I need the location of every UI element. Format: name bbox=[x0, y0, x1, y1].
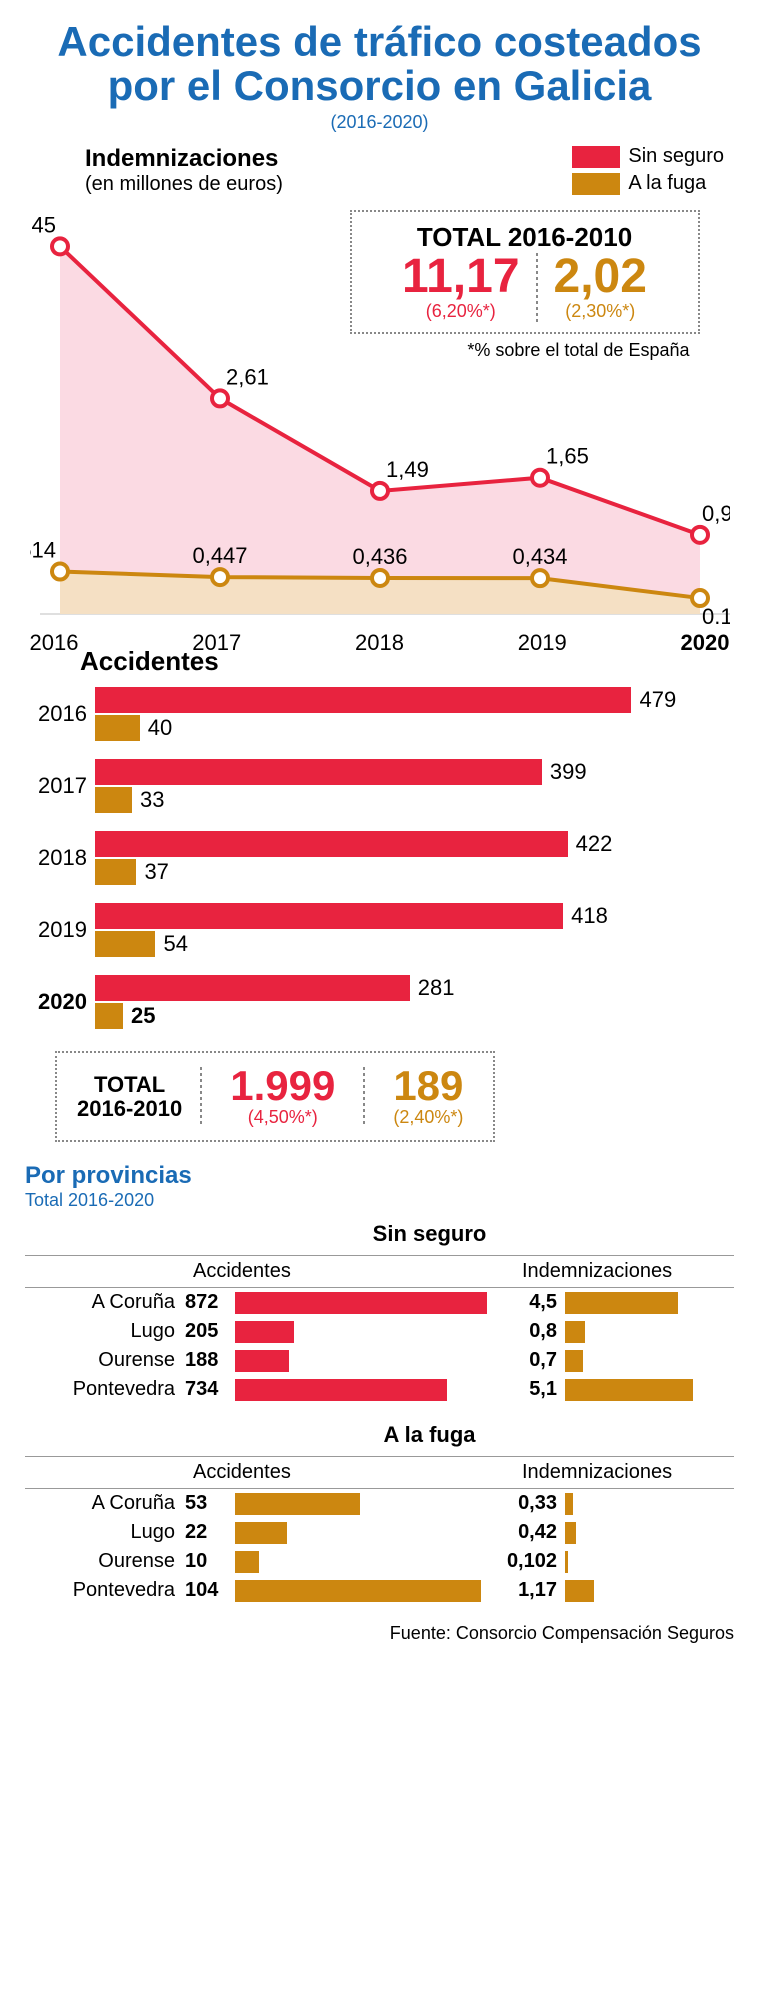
legend-a-la-fuga: A la fuga bbox=[628, 172, 706, 195]
main-title: Accidentes de tráfico costeados por el C… bbox=[25, 20, 734, 108]
indemn-sub: (en millones de euros) bbox=[85, 173, 283, 196]
total2-orange-pct: (2,40%*) bbox=[393, 1107, 463, 1128]
total-box-indemn: TOTAL 2016-2010 11,17 (6,20%*) 2,02 (2,3… bbox=[350, 210, 700, 334]
svg-text:1,49: 1,49 bbox=[386, 457, 429, 482]
footnote: *% sobre el total de España bbox=[350, 340, 720, 361]
fuga-section-title: A la fuga bbox=[25, 1422, 734, 1448]
prov-sin-rows: A Coruña8724,5Lugo2050,8Ourense1880,7Pon… bbox=[25, 1288, 734, 1404]
indemn-header-row: Indemnizaciones (en millones de euros) S… bbox=[25, 145, 734, 204]
svg-text:0,447: 0,447 bbox=[192, 543, 247, 568]
svg-text:1,65: 1,65 bbox=[546, 444, 589, 469]
swatch-a-la-fuga bbox=[572, 173, 620, 195]
indemn-line-chart: TOTAL 2016-2010 11,17 (6,20%*) 2,02 (2,3… bbox=[30, 204, 730, 634]
swatch-sin-seguro bbox=[572, 146, 620, 168]
subtitle: (2016-2020) bbox=[25, 112, 734, 133]
sin-seguro-section-title: Sin seguro bbox=[25, 1221, 734, 1247]
prov-headers-fuga: Accidentes Indemnizaciones bbox=[25, 1456, 734, 1489]
total-orange-value: 2,02 bbox=[554, 253, 647, 301]
total-red-value: 11,17 bbox=[402, 253, 519, 301]
svg-text:4,45: 4,45 bbox=[30, 213, 56, 238]
total-red-pct: (6,20%*) bbox=[402, 301, 519, 322]
prov-headers-sin: Accidentes Indemnizaciones bbox=[25, 1255, 734, 1288]
total2-red-pct: (4,50%*) bbox=[230, 1107, 335, 1128]
svg-text:0,514: 0,514 bbox=[30, 538, 56, 563]
total-box-accidentes: TOTAL 2016-2010 1.999 (4,50%*) 189 (2,40… bbox=[55, 1051, 495, 1142]
total-box-title: TOTAL 2016-2010 bbox=[368, 222, 682, 253]
total-orange-pct: (2,30%*) bbox=[554, 301, 647, 322]
prov-fuga-rows: A Coruña530,33Lugo220,42Ourense100,102Po… bbox=[25, 1489, 734, 1605]
line-chart-x-axis: 20162017201820192020 bbox=[30, 624, 730, 656]
svg-text:0,193: 0,193 bbox=[702, 604, 730, 624]
legend: Sin seguro A la fuga bbox=[572, 145, 724, 195]
svg-text:0,436: 0,436 bbox=[352, 544, 407, 569]
svg-text:0,958: 0,958 bbox=[702, 501, 730, 526]
provincias-sub: Total 2016-2020 bbox=[25, 1190, 734, 1211]
provincias-title: Por provincias bbox=[25, 1162, 734, 1190]
svg-text:0,434: 0,434 bbox=[512, 544, 567, 569]
svg-text:2,61: 2,61 bbox=[226, 365, 269, 390]
indemn-label: Indemnizaciones bbox=[85, 145, 283, 173]
legend-sin-seguro: Sin seguro bbox=[628, 145, 724, 168]
total2-orange-value: 189 bbox=[393, 1065, 463, 1107]
source: Fuente: Consorcio Compensación Seguros bbox=[25, 1623, 734, 1644]
accidentes-bars: 2016479402017399332018422372019418542020… bbox=[25, 685, 734, 1031]
total2-red-value: 1.999 bbox=[230, 1065, 335, 1107]
